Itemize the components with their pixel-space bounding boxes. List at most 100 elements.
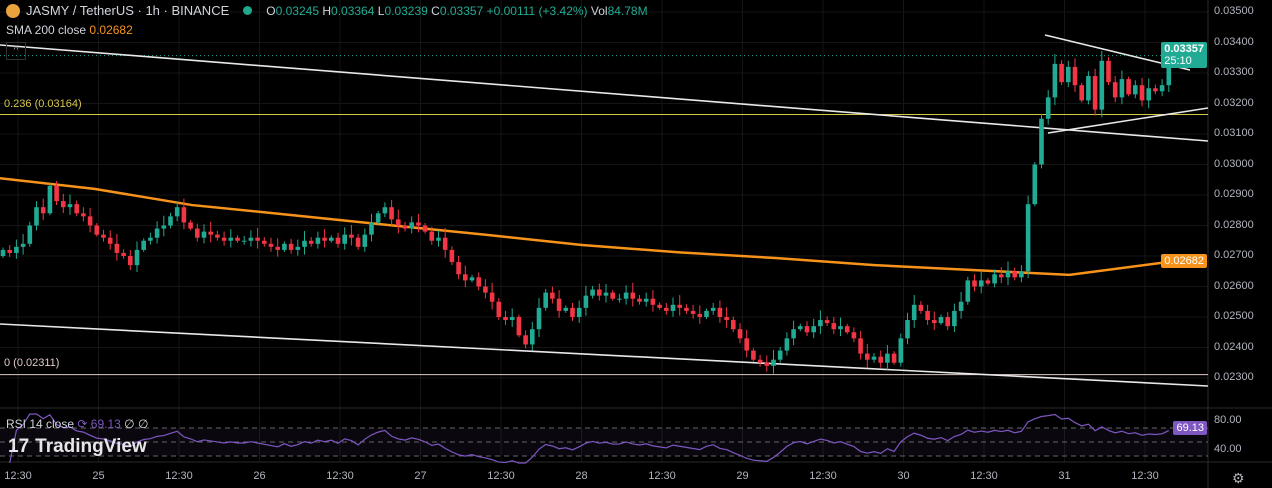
candle-body	[885, 353, 890, 363]
candle-body	[101, 234, 106, 238]
candle-body	[335, 237, 341, 244]
symbol-title[interactable]: JASMY / TetherUS · 1h · BINANCE	[26, 3, 230, 18]
candle-body	[610, 292, 615, 299]
time-axis-label: 12:30	[165, 470, 193, 482]
candle-body	[1052, 63, 1058, 98]
candle-body	[496, 301, 502, 317]
candle-body	[27, 225, 33, 244]
candle-body	[54, 185, 59, 202]
candle-body	[650, 298, 656, 305]
candle-body	[402, 225, 408, 229]
price-axis-label: 0.02300	[1214, 371, 1254, 383]
candle-body	[449, 249, 455, 263]
price-axis-label: 0.02400	[1214, 340, 1254, 353]
time-axis-label: 27	[414, 470, 427, 482]
candle-body	[442, 237, 448, 250]
candle-body	[911, 304, 917, 321]
candle-body	[87, 216, 93, 226]
candle-body	[315, 237, 321, 244]
candle-body	[844, 326, 850, 333]
time-axis-label: 12:30	[970, 470, 998, 482]
candle-body	[1039, 118, 1044, 165]
candle-body	[523, 335, 528, 345]
candle-body	[838, 326, 843, 330]
candle-body	[751, 350, 756, 360]
candle-body	[670, 304, 676, 311]
settings-icon[interactable]: ⚙	[1232, 470, 1245, 486]
candle-body	[148, 237, 153, 241]
candle-body	[47, 185, 53, 214]
candle-body	[40, 207, 46, 214]
candle-body	[597, 289, 602, 296]
candle-body	[456, 262, 461, 275]
candle-body	[690, 310, 696, 314]
candle-body	[1019, 271, 1024, 278]
candle-body	[865, 353, 870, 360]
candle-body	[516, 317, 522, 336]
sma-legend[interactable]: SMA 200 close 0.02682	[6, 23, 133, 37]
candle-body	[1146, 88, 1151, 101]
candle-body	[791, 329, 796, 339]
time-axis-label: 28	[575, 470, 588, 482]
candle-body	[1106, 60, 1111, 83]
candle-body	[20, 243, 26, 247]
candle-body	[188, 222, 193, 229]
candle-body	[1079, 85, 1084, 101]
candle-body	[208, 231, 213, 235]
candle-body	[811, 326, 816, 333]
candle-body	[945, 317, 950, 327]
candle-body	[536, 307, 542, 330]
trend-line	[0, 323, 1209, 387]
time-axis-label: 25	[92, 470, 105, 482]
candle-body	[215, 234, 220, 238]
collapse-legend-button[interactable]: ^	[6, 42, 26, 60]
candle-body	[630, 292, 636, 299]
rsi-legend[interactable]: RSI 14 close ⟳ 69.13 ∅ ∅	[6, 417, 149, 431]
candle-body	[891, 353, 897, 363]
candle-body	[777, 350, 783, 360]
candle-body	[1119, 79, 1125, 98]
price-axis-label: 0.02800	[1214, 218, 1254, 231]
candle-body	[34, 207, 39, 226]
last-price-tag: 0.03357 25:10	[1161, 42, 1207, 68]
fib-label-0236: 0.236 (0.03164)	[4, 98, 82, 110]
candle-body	[952, 310, 957, 327]
candle-body	[576, 307, 582, 317]
time-axis-label: 29	[736, 470, 749, 482]
candle-body	[342, 234, 347, 244]
candle-body	[0, 249, 6, 256]
time-axis-label: 12:30	[4, 470, 32, 482]
time-axis-label: 12:30	[326, 470, 354, 482]
sma-price-tag: 0.02682	[1161, 254, 1207, 268]
candle-body	[262, 240, 267, 244]
candle-body	[932, 320, 937, 324]
candle-body	[831, 323, 837, 330]
candle-body	[429, 231, 435, 241]
candle-body	[389, 207, 394, 220]
candle-body	[1012, 271, 1017, 278]
candle-body	[697, 313, 703, 317]
candle-body	[382, 207, 388, 214]
candle-body	[201, 231, 207, 238]
candle-body	[128, 256, 133, 266]
candle-body	[168, 216, 173, 226]
candle-body	[543, 292, 548, 308]
price-axis-label: 0.02600	[1214, 279, 1254, 292]
time-axis-label: 31	[1058, 470, 1071, 482]
candle-body	[436, 237, 441, 241]
candle-body	[570, 307, 575, 317]
candle-body	[369, 222, 374, 235]
price-axis-label: 0.03200	[1214, 96, 1254, 109]
candle-body	[824, 320, 830, 324]
candle-body	[282, 243, 287, 250]
candle-body	[643, 298, 649, 302]
price-axis-label: 0.02700	[1214, 249, 1254, 261]
candle-body	[871, 356, 877, 360]
candle-body	[938, 317, 944, 324]
price-axis-label: 0.03400	[1214, 35, 1254, 48]
candle-body	[1086, 76, 1091, 101]
tradingview-logo[interactable]: 17 TradingView	[8, 436, 147, 457]
tradingview-logo-icon: 17	[8, 436, 30, 457]
candle-body	[228, 237, 234, 241]
